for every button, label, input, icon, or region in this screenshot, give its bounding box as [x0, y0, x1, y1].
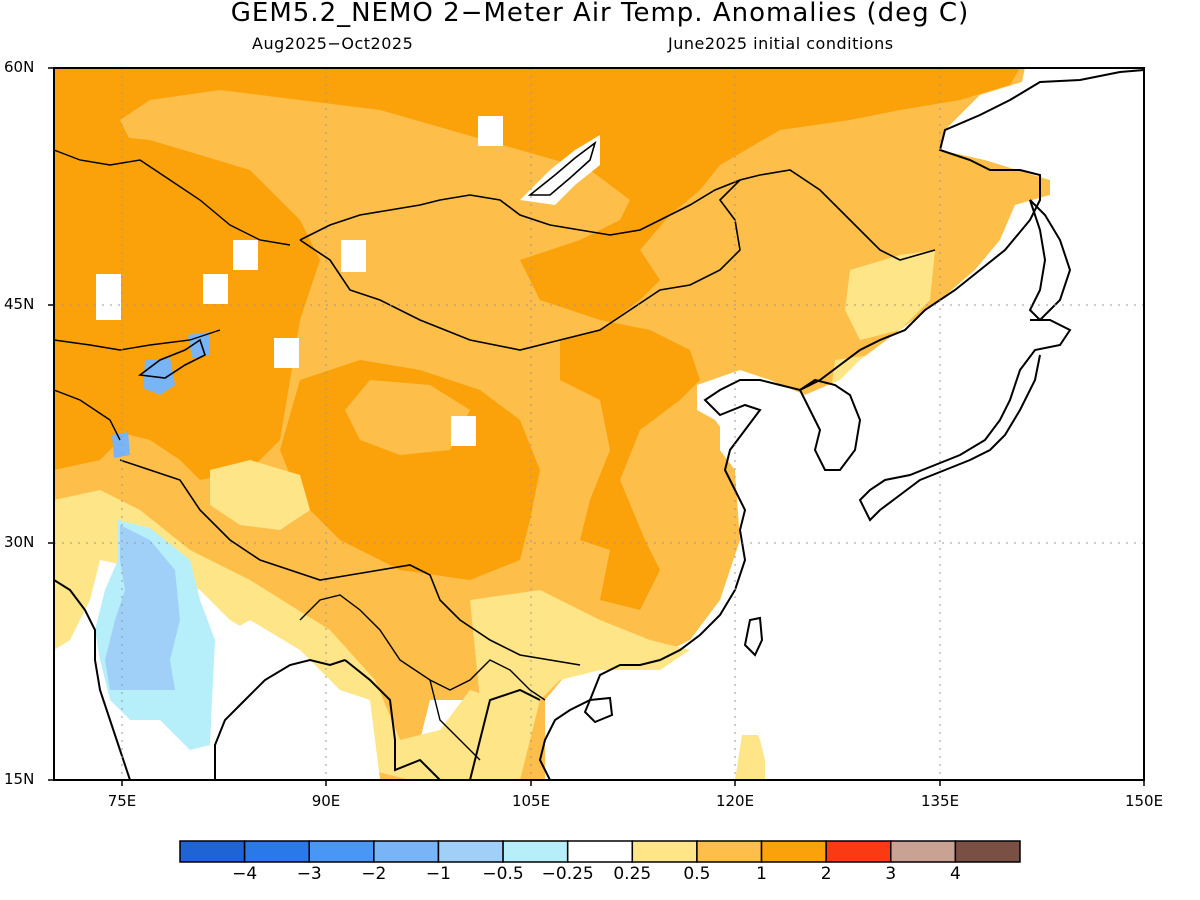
colorbar-label-10: 3: [885, 864, 897, 884]
masked-arabian-sea: [54, 660, 200, 780]
lon-label-90: 90E: [311, 792, 341, 810]
anomaly-region-2to3-tibet: [280, 360, 540, 580]
gridlines: [54, 68, 1144, 780]
coastline-east-asia: [538, 69, 1144, 780]
colorbar-label-0: −4: [232, 864, 258, 884]
anomaly-region-cool-kashmir: [112, 432, 130, 458]
lon-label-120: 120E: [715, 792, 755, 810]
coastline-japan: [858, 319, 1072, 522]
coastline-hainan: [583, 696, 614, 724]
border-china-mongolia: [299, 169, 936, 351]
colorbar-label-1: −3: [296, 864, 322, 884]
colorbar-label-9: 2: [820, 864, 832, 884]
map-title: GEM5.2_NEMO 2−Meter Air Temp. Anomalies …: [230, 0, 970, 28]
lon-label-150: 150E: [1124, 792, 1164, 810]
lat-label-15: 15N: [4, 770, 35, 788]
masked-lake-5: [274, 338, 299, 368]
anomaly-region-cooler-india: [105, 525, 180, 690]
colorbar-label-8: 1: [756, 864, 767, 884]
anomaly-region-1to2-pocket: [345, 380, 470, 455]
colorbar-label-5: −0.25: [541, 864, 594, 884]
colorbar-label-11: 4: [949, 864, 961, 884]
border-himalaya: [119, 459, 581, 666]
anomaly-region-05to1-tibet: [210, 460, 310, 530]
coastline-taiwan: [743, 616, 764, 657]
lat-label-30: 30N: [4, 533, 35, 551]
lon-label-105: 105E: [511, 792, 551, 810]
colorbar-label-7: 0.5: [683, 864, 711, 884]
lat-label-60: 60N: [4, 58, 35, 76]
masked-lake-7: [478, 116, 503, 146]
coastline-india: [54, 579, 346, 780]
masked-lake-2: [203, 274, 228, 304]
coastline-hokkaido: [1028, 199, 1072, 322]
coastline-korea: [798, 378, 862, 471]
anomaly-region-05to1-india-west: [54, 500, 110, 650]
coastline-indochina: [344, 659, 541, 780]
masked-lake-3: [233, 240, 258, 270]
anomaly-region-05to1-se: [470, 590, 690, 780]
lon-label-135: 135E: [920, 792, 960, 810]
coastlines-borders: [54, 69, 1144, 780]
map-frame: [53, 67, 1145, 781]
lake-balkhash-outline: [137, 338, 206, 379]
anomaly-fields: [54, 68, 1144, 780]
border-central-asia: [54, 149, 291, 441]
masked-ocean-east: [720, 68, 1144, 780]
colorbar-label-6: 0.25: [613, 864, 652, 884]
border-southeast-asia: [299, 594, 546, 761]
map-initial-conditions: June2025 initial conditions: [668, 34, 894, 53]
lake-baikal-outline: [527, 140, 597, 196]
masked-lake-4: [341, 240, 366, 272]
border-mongolia-russia: [299, 179, 741, 241]
anomaly-region-05to1-manchuria: [845, 250, 935, 340]
lat-label-45: 45N: [4, 295, 35, 313]
masked-lake-6: [451, 416, 476, 446]
masked-bay-of-bengal: [215, 620, 380, 780]
anomaly-region-05to1-taiwan: [735, 735, 765, 780]
anomaly-region-2to3-west: [54, 130, 320, 480]
colorbar-label-2: −2: [361, 864, 387, 884]
colorbar-label-3: −1: [425, 864, 451, 884]
tick-marks: [48, 67, 1145, 786]
map-period: Aug2025−Oct2025: [252, 34, 414, 53]
lon-label-75: 75E: [107, 792, 137, 810]
colorbar-label-4: −0.5: [482, 864, 524, 884]
masked-lake-1: [96, 274, 121, 320]
